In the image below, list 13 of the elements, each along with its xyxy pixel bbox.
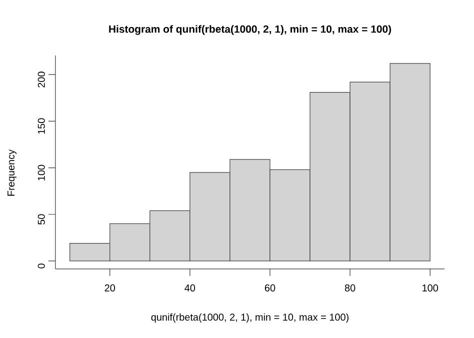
x-tick-label: 100 <box>422 284 438 292</box>
x-axis-title: qunif(rbeta(1000, 2, 1), min = 10, max = 100) <box>151 313 348 323</box>
y-axis-title: Frequency <box>8 149 16 196</box>
y-tick-label: 50 <box>38 214 45 225</box>
x-tick-label: 40 <box>184 284 196 292</box>
y-tick-label: 200 <box>38 72 45 88</box>
x-tick-label: 20 <box>104 284 115 292</box>
x-tick-label: 80 <box>344 284 356 292</box>
x-tick-label: 60 <box>264 284 276 292</box>
y-tick-label: 0 <box>38 264 45 268</box>
y-tick-label: 150 <box>38 118 45 134</box>
y-tick-label: 100 <box>38 164 45 180</box>
chart-title: Histogram of qunif(rbeta(1000, 2, 1), min = 10, max = 100) <box>109 25 392 35</box>
